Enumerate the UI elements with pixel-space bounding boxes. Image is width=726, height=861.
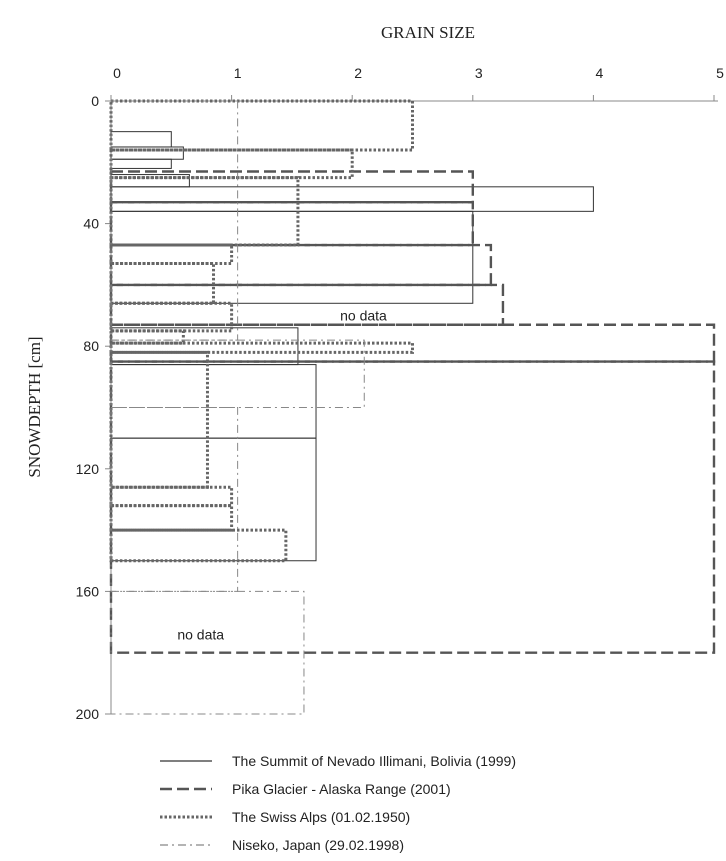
layer-bar xyxy=(109,485,234,508)
annotation-no-data: no data xyxy=(340,308,387,324)
legend-label: The Summit of Nevado Illimani, Bolivia (… xyxy=(232,753,516,769)
legend-label: Pika Glacier - Alaska Range (2001) xyxy=(232,781,451,797)
x-tick-label: 0 xyxy=(113,65,121,81)
layer-bar xyxy=(110,339,365,409)
layer-bar xyxy=(110,210,474,304)
layer-bar xyxy=(109,329,185,345)
layer-bar xyxy=(109,99,414,152)
y-axis-title: SNOWDEPTH [cm] xyxy=(25,336,44,477)
axes: 0 1 2 3 4 5 0 40 80 120 160 200 xyxy=(76,65,724,722)
layer-bar xyxy=(110,407,239,592)
y-tick-label: 40 xyxy=(83,216,99,232)
annotations: no data no data xyxy=(177,308,387,643)
x-tick-label: 3 xyxy=(475,65,483,81)
layer-bar xyxy=(109,301,234,333)
layer-bar xyxy=(109,261,216,305)
series-dashdot xyxy=(110,100,365,715)
legend-label: The Swiss Alps (01.02.1950) xyxy=(232,809,410,825)
y-tick-label: 200 xyxy=(76,706,100,722)
layer-bar xyxy=(110,364,317,439)
x-tick-label: 1 xyxy=(234,65,242,81)
series-solid xyxy=(110,131,594,562)
layer-bar xyxy=(110,158,172,169)
y-tick-label: 80 xyxy=(83,338,99,354)
x-tick-label: 4 xyxy=(596,65,604,81)
y-tick-label: 160 xyxy=(76,583,100,599)
layer-bar xyxy=(109,360,716,654)
x-axis-title: GRAIN SIZE xyxy=(381,23,475,42)
annotation-no-data: no data xyxy=(177,626,224,642)
layer-bar xyxy=(110,437,317,562)
layer-bar xyxy=(109,350,209,489)
y-tick-label: 0 xyxy=(91,93,99,109)
layer-bar xyxy=(109,176,300,247)
layer-bar xyxy=(109,283,505,326)
layer-bar xyxy=(110,131,172,148)
layer-bar xyxy=(109,528,288,563)
layer-bar xyxy=(110,327,299,366)
layer-bar xyxy=(109,243,493,287)
layer-bar xyxy=(109,243,234,265)
layer-bar xyxy=(110,590,305,715)
layer-bar xyxy=(110,100,239,341)
series-dotted xyxy=(109,99,414,563)
y-tick-label: 120 xyxy=(76,461,100,477)
layer-bar xyxy=(109,504,234,532)
layer-bar xyxy=(109,148,354,180)
x-tick-label: 2 xyxy=(354,65,362,81)
layer-bar xyxy=(110,186,594,212)
legend: The Summit of Nevado Illimani, Bolivia (… xyxy=(160,753,516,853)
legend-label: Niseko, Japan (29.02.1998) xyxy=(232,837,404,853)
x-tick-label: 5 xyxy=(716,65,724,81)
layer-bar xyxy=(109,200,474,247)
series-group xyxy=(109,99,716,715)
